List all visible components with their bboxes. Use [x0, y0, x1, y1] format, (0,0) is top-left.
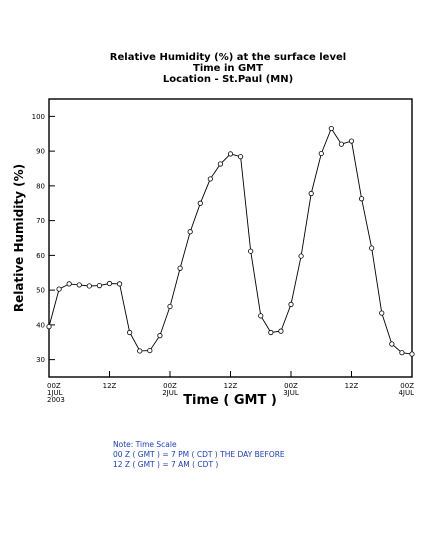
data-point [298, 253, 304, 259]
y-tick-label: 100 [32, 113, 45, 121]
data-point [318, 150, 324, 157]
y-tick-label: 50 [36, 287, 45, 295]
data-point [167, 303, 173, 310]
x-tick-label: 12Z [224, 382, 238, 390]
data-point [66, 281, 72, 287]
data-point [278, 328, 284, 334]
data-point [328, 125, 334, 132]
note-line-00z: 00 Z ( GMT ) = 7 PM ( CDT ) THE DAY BEFO… [113, 450, 285, 459]
data-point [348, 138, 355, 144]
y-tick-label: 40 [36, 321, 45, 329]
data-point [237, 154, 244, 160]
x-tick-label: 4JUL [398, 389, 414, 397]
x-tick-label: 00Z [400, 382, 414, 390]
data-point [308, 190, 314, 197]
x-tick-label: 12Z [345, 382, 359, 390]
data-point [147, 347, 153, 354]
data-point [358, 196, 365, 202]
x-tick-label: 00Z [163, 382, 177, 390]
humidity-line [48, 127, 413, 355]
x-tick-label: 2JUL [162, 389, 178, 397]
data-point [288, 301, 294, 307]
data-point [217, 161, 224, 167]
data-point [409, 351, 415, 357]
chart-title-line-1: Relative Humidity (%) at the surface lev… [110, 52, 346, 63]
data-point [187, 229, 193, 235]
chart-title-line-2: Time in GMT [193, 63, 263, 74]
data-point [389, 341, 395, 347]
data-point [116, 281, 123, 287]
data-point [227, 151, 234, 157]
data-point [248, 248, 254, 254]
x-tick-label: 3JUL [283, 389, 299, 397]
x-tick-label: 2003 [47, 396, 65, 404]
data-point [137, 348, 143, 354]
series-layer [46, 125, 415, 357]
data-point [56, 286, 62, 292]
note-heading: Note: Time Scale [113, 440, 177, 449]
data-point [258, 313, 264, 319]
data-point [106, 280, 113, 287]
data-point [369, 245, 375, 251]
x-tick-label: 12Z [103, 382, 117, 390]
x-axis-title: Time ( GMT ) [183, 393, 277, 408]
y-tick-label: 80 [36, 182, 45, 190]
x-tick-label: 00Z [284, 382, 298, 390]
data-point [399, 350, 405, 356]
y-axis-title: Relative Humidity (%) [12, 164, 26, 312]
data-point [338, 141, 345, 147]
data-point [268, 329, 274, 336]
plot-frame [48, 98, 413, 378]
data-point [157, 333, 163, 339]
data-point [46, 324, 52, 330]
x-tick-label: 00Z [47, 382, 61, 390]
data-point [76, 282, 82, 288]
data-point [207, 176, 213, 182]
data-point [86, 283, 92, 289]
data-point [127, 329, 133, 336]
chart-title-line-3: Location - St.Paul (MN) [163, 74, 293, 85]
data-point [379, 310, 385, 316]
data-point [177, 265, 183, 271]
y-axis: 30 40 50 60 70 80 90 100 [32, 113, 55, 364]
y-tick-label: 30 [36, 356, 45, 364]
x-tick-label: 1JUL [47, 389, 63, 397]
y-tick-label: 70 [36, 217, 45, 225]
y-tick-label: 60 [36, 252, 45, 260]
data-point [197, 200, 203, 206]
note-line-12z: 12 Z ( GMT ) = 7 AM ( CDT ) [113, 460, 219, 469]
data-point [96, 283, 103, 289]
y-tick-label: 90 [36, 148, 45, 156]
